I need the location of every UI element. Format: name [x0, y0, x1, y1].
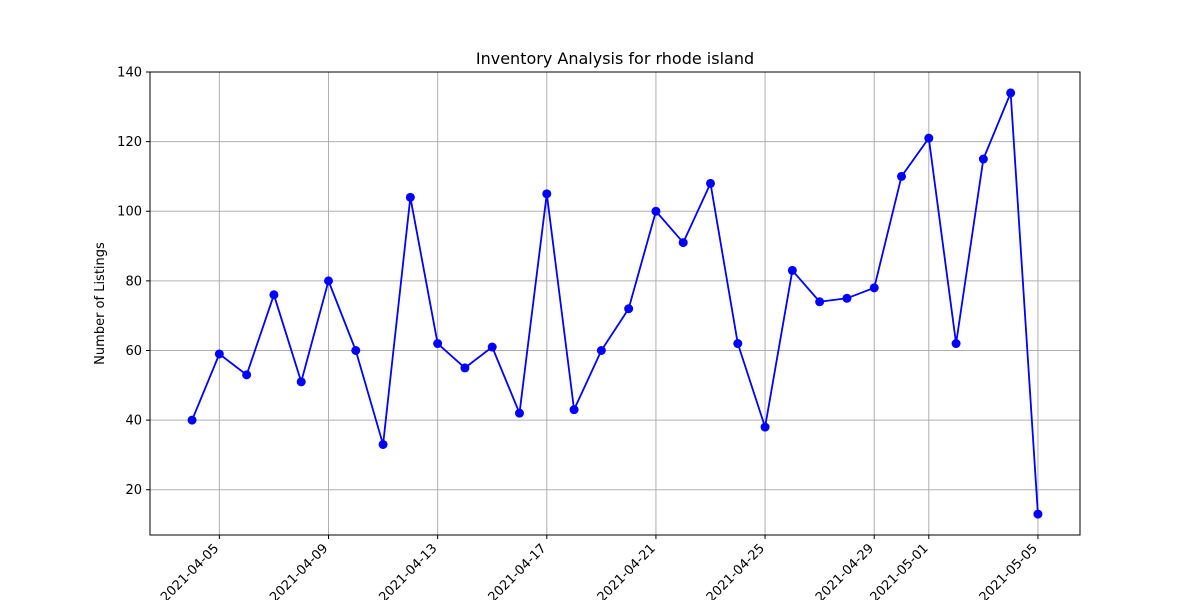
x-tick-label: 2021-04-09 — [267, 541, 331, 600]
data-point — [897, 171, 907, 181]
data-point — [378, 439, 388, 449]
data-point — [269, 290, 279, 300]
x-tick-label: 2021-04-29 — [813, 541, 877, 600]
data-point — [1006, 88, 1016, 98]
data-point — [351, 345, 361, 355]
data-point — [596, 345, 606, 355]
data-point — [815, 297, 825, 307]
data-point — [733, 339, 743, 349]
data-point — [242, 370, 252, 380]
x-axis-ticks: 2021-04-05 2021-04-09 2021-04-13 2021-04-17… — [158, 535, 1041, 600]
plot-frame — [149, 71, 1081, 536]
series-line — [191, 91, 1039, 515]
chart-title: Inventory Analysis for rhode island — [476, 49, 754, 68]
data-point — [1033, 509, 1043, 519]
grid-lines — [150, 71, 1080, 535]
data-point — [924, 133, 934, 143]
y-axis-ticks: 20 40 60 80 100 120 140 — [117, 66, 150, 498]
data-point — [842, 293, 852, 303]
data-point — [569, 405, 579, 415]
data-point — [460, 363, 470, 373]
x-tick-label: 2021-04-25 — [704, 541, 768, 600]
data-point — [978, 154, 988, 164]
series-lines — [191, 91, 1039, 515]
data-point — [487, 342, 497, 352]
data-point — [869, 283, 879, 293]
y-tick-label: 80 — [125, 274, 142, 289]
x-tick-label: 2021-04-17 — [486, 541, 550, 600]
data-point — [323, 276, 333, 286]
y-tick-label: 20 — [125, 483, 142, 498]
y-axis-label: Number of Listings — [93, 242, 108, 365]
data-point — [214, 349, 224, 359]
y-tick-label: 120 — [117, 135, 142, 150]
x-tick-label: 2021-04-05 — [158, 541, 222, 600]
data-point — [542, 189, 552, 199]
data-point — [951, 339, 961, 349]
data-point — [651, 206, 661, 216]
data-point — [760, 422, 770, 432]
data-point — [187, 415, 197, 425]
x-tick-label: 2021-04-13 — [376, 541, 440, 600]
data-points — [187, 88, 1043, 519]
data-point — [787, 265, 797, 275]
data-point — [706, 178, 716, 188]
data-point — [514, 408, 524, 418]
y-tick-label: 40 — [125, 414, 142, 429]
data-point — [405, 192, 415, 202]
x-tick-label: 2021-04-21 — [595, 541, 659, 600]
data-point — [624, 304, 634, 314]
y-tick-label: 100 — [117, 205, 142, 220]
y-tick-label: 60 — [125, 344, 142, 359]
data-point — [433, 339, 443, 349]
data-point — [678, 238, 688, 248]
x-tick-label: 2021-05-05 — [977, 541, 1041, 600]
data-point — [296, 377, 306, 387]
y-tick-label: 140 — [117, 66, 142, 81]
x-tick-label: 2021-05-01 — [868, 541, 932, 600]
